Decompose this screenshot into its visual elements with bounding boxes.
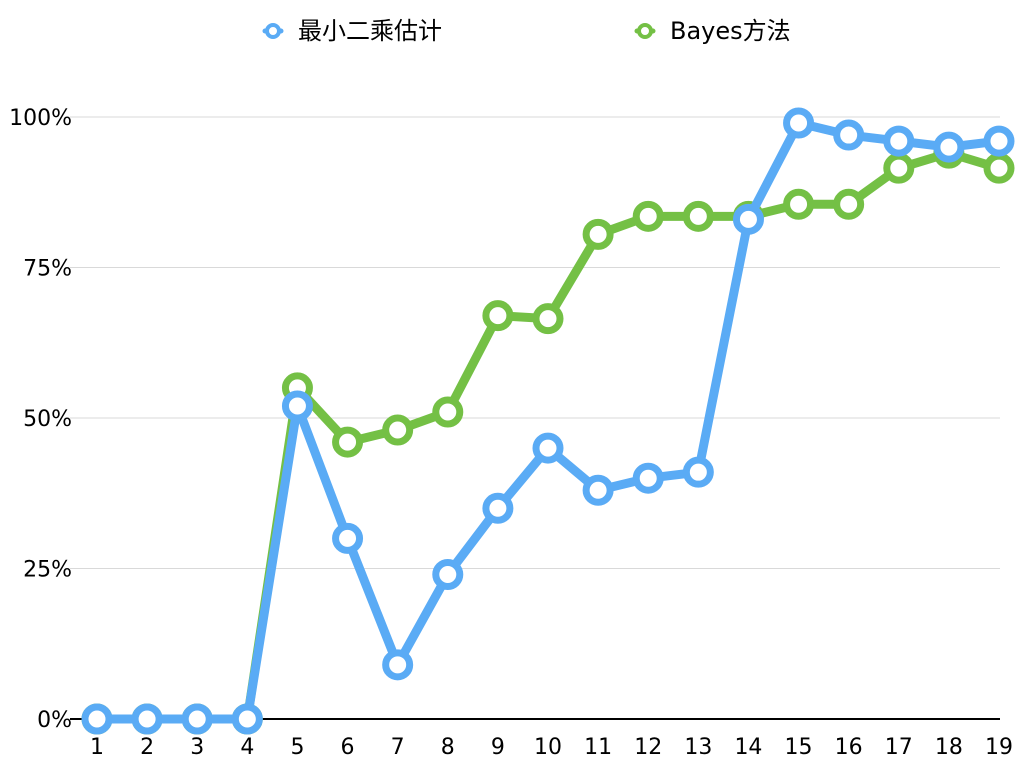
- y-tick-label: 75%: [23, 257, 72, 282]
- data-point: [532, 303, 564, 335]
- data-point: [833, 119, 865, 151]
- gridlines: [70, 116, 1000, 569]
- data-point: [682, 200, 714, 232]
- x-tick-label: 8: [441, 735, 455, 760]
- data-point: [883, 125, 915, 157]
- series-line: [92, 118, 1004, 724]
- data-point: [181, 703, 213, 735]
- data-point: [382, 649, 414, 681]
- x-tick-label: 4: [240, 735, 254, 760]
- x-tick-label: 13: [684, 735, 712, 760]
- x-tick-label: 16: [835, 735, 863, 760]
- y-tick-label: 100%: [9, 106, 72, 131]
- x-axis-tick-labels: 1 2 3 4 5 6 7 8 9 10 11 12 13 14 15 16 17 18 19: [90, 735, 1013, 760]
- data-point: [332, 426, 364, 458]
- data-point: [432, 396, 464, 428]
- data-point: [732, 203, 764, 235]
- data-point: [582, 218, 614, 250]
- data-point: [231, 703, 263, 735]
- legend-label: Bayes方法: [670, 17, 791, 45]
- data-point: [81, 703, 113, 735]
- x-tick-label: 6: [341, 735, 355, 760]
- data-point: [432, 559, 464, 591]
- legend-item: 最小二乘估计: [262, 17, 442, 45]
- y-axis-tick-labels: 0% 25% 50% 75% 100%: [9, 106, 72, 733]
- data-point: [632, 462, 664, 494]
- data-point: [281, 390, 313, 422]
- legend-label: 最小二乘估计: [298, 17, 442, 45]
- data-point: [131, 703, 163, 735]
- data-point: [783, 107, 815, 139]
- data-point: [833, 188, 865, 220]
- data-point: [983, 125, 1015, 157]
- y-tick-label: 25%: [23, 558, 72, 583]
- data-point: [482, 492, 514, 524]
- legend: 最小二乘估计 Bayes方法: [262, 17, 791, 45]
- x-tick-label: 9: [491, 735, 505, 760]
- x-tick-label: 10: [534, 735, 562, 760]
- data-point: [632, 200, 664, 232]
- x-tick-label: 17: [885, 735, 913, 760]
- y-tick-label: 0%: [37, 708, 72, 733]
- series-lines: [81, 107, 1015, 735]
- data-point: [983, 152, 1015, 184]
- x-tick-label: 18: [935, 735, 963, 760]
- data-point: [582, 474, 614, 506]
- x-tick-label: 15: [785, 735, 813, 760]
- x-tick-label: 3: [190, 735, 204, 760]
- x-tick-label: 2: [140, 735, 154, 760]
- x-tick-label: 5: [290, 735, 304, 760]
- data-point: [482, 300, 514, 332]
- data-point: [883, 152, 915, 184]
- series-1: [81, 107, 1015, 735]
- x-tick-label: 1: [90, 735, 104, 760]
- legend-swatch-marker: [637, 23, 653, 39]
- data-point: [382, 414, 414, 446]
- x-tick-label: 19: [985, 735, 1013, 760]
- data-point: [933, 131, 965, 163]
- x-tick-label: 14: [734, 735, 762, 760]
- legend-item: Bayes方法: [634, 17, 791, 45]
- y-tick-label: 50%: [23, 407, 72, 432]
- data-point: [783, 188, 815, 220]
- data-point: [532, 432, 564, 464]
- x-tick-label: 12: [634, 735, 662, 760]
- data-point: [332, 522, 364, 554]
- x-tick-label: 7: [391, 735, 405, 760]
- x-tick-label: 11: [584, 735, 612, 760]
- legend-swatch-marker: [265, 23, 281, 39]
- data-point: [682, 456, 714, 488]
